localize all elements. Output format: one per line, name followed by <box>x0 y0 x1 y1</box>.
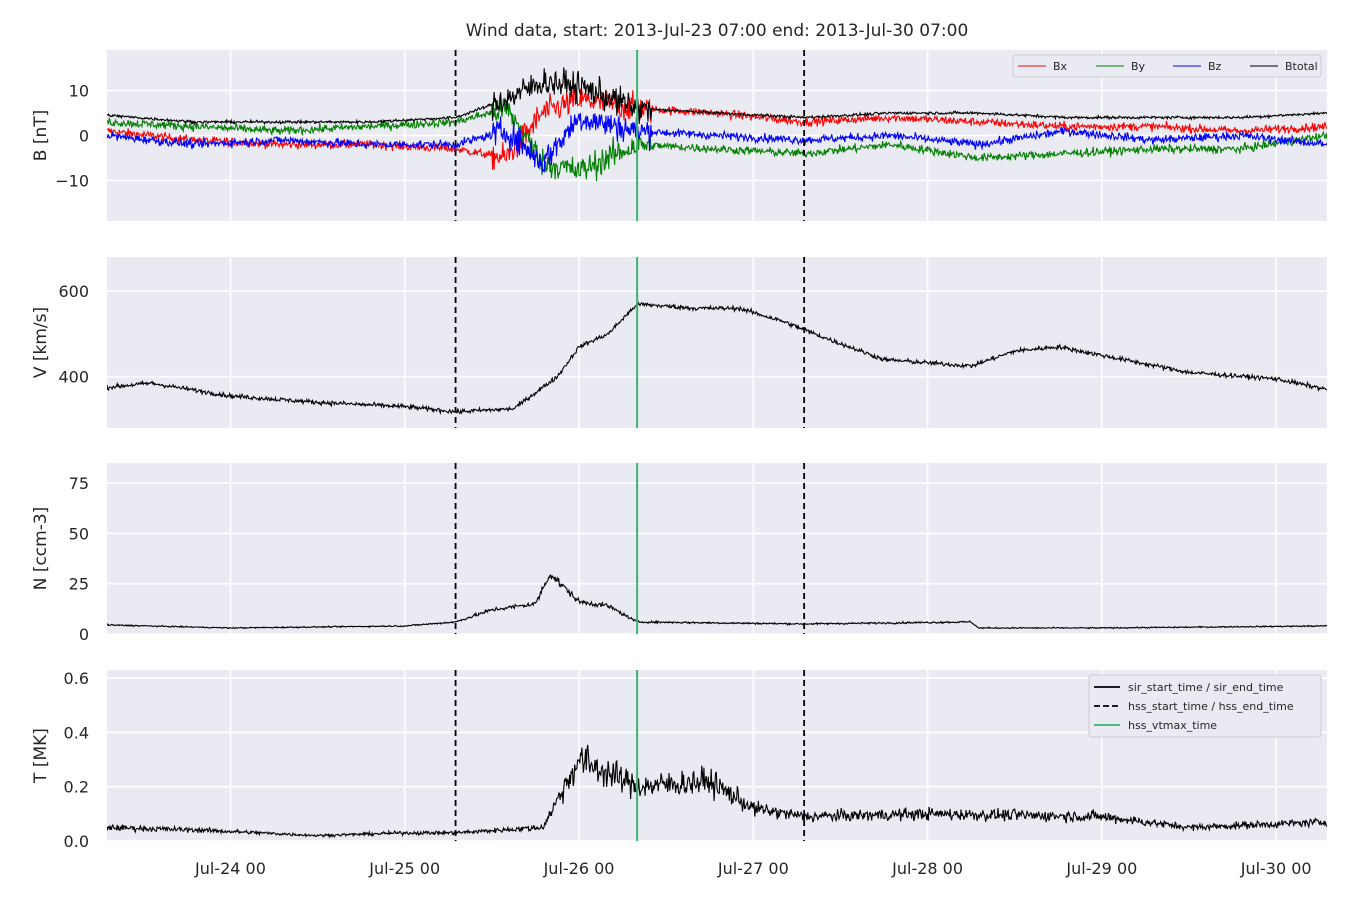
y-tick-label: 75 <box>69 474 89 493</box>
series-line-t <box>107 744 1327 839</box>
legend-label: hss_start_time / hss_end_time <box>1128 700 1294 713</box>
series-line-btotal <box>107 67 1327 126</box>
y-tick-label: 600 <box>58 282 89 301</box>
plot-area <box>107 257 1327 428</box>
panel-B: −10 0 10 B [nT] Bx By Bz Btotal <box>31 50 1327 221</box>
legend-b-field: Bx By Bz Btotal <box>1012 54 1322 78</box>
x-tick-label: Jul-27 00 <box>717 859 789 878</box>
y-tick-label: 0.0 <box>64 832 89 851</box>
x-tick-label: Jul-25 00 <box>368 859 440 878</box>
panel-V: 400 600 V [km/s] <box>31 257 1327 428</box>
y-tick-label: −10 <box>55 172 89 191</box>
x-tick-label: Jul-24 00 <box>194 859 266 878</box>
series-line-n <box>107 574 1327 630</box>
y-tick-label: 10 <box>69 82 89 101</box>
x-tick-label: Jul-29 00 <box>1065 859 1137 878</box>
legend-label: hss_vtmax_time <box>1128 719 1217 732</box>
x-tick-label: Jul-30 00 <box>1240 859 1312 878</box>
x-tick-label: Jul-26 00 <box>543 859 615 878</box>
legend-box <box>1088 674 1322 738</box>
legend-label: sir_start_time / sir_end_time <box>1128 681 1284 694</box>
y-axis-label: B [nT] <box>31 110 51 162</box>
y-axis-label: N [ccm-3] <box>31 507 51 591</box>
series-line-by <box>107 94 1327 182</box>
y-tick-label: 0 <box>79 625 89 644</box>
legend-label: Bx <box>1053 60 1068 73</box>
legend-events: sir_start_time / sir_end_time hss_start_t… <box>1088 674 1322 738</box>
series-line-bz <box>107 112 1327 174</box>
y-axis-label: T [MK] <box>31 728 51 784</box>
chart-title: Wind data, start: 2013-Jul-23 07:00 end:… <box>466 21 969 41</box>
legend-label: Bz <box>1208 60 1222 73</box>
legend-label: Btotal <box>1285 60 1318 73</box>
y-tick-label: 25 <box>69 575 89 594</box>
y-tick-label: 50 <box>69 524 89 543</box>
y-tick-label: 0 <box>79 127 89 146</box>
legend-label: By <box>1131 60 1146 73</box>
x-tick-label: Jul-28 00 <box>891 859 963 878</box>
panel-N: 0 25 50 75 N [ccm-3] <box>31 463 1327 644</box>
panel-T: 0.0 0.2 0.4 0.6 T [MK] sir_start_time / sir_e… <box>31 669 1327 851</box>
y-tick-label: 0.6 <box>64 669 89 688</box>
series-line-v <box>107 300 1327 416</box>
y-tick-label: 400 <box>58 368 89 387</box>
y-tick-label: 0.2 <box>64 778 89 797</box>
legend-box <box>1012 54 1322 78</box>
y-axis-label: V [km/s] <box>31 307 51 378</box>
y-tick-label: 0.4 <box>64 723 89 742</box>
plot-area <box>107 463 1327 634</box>
